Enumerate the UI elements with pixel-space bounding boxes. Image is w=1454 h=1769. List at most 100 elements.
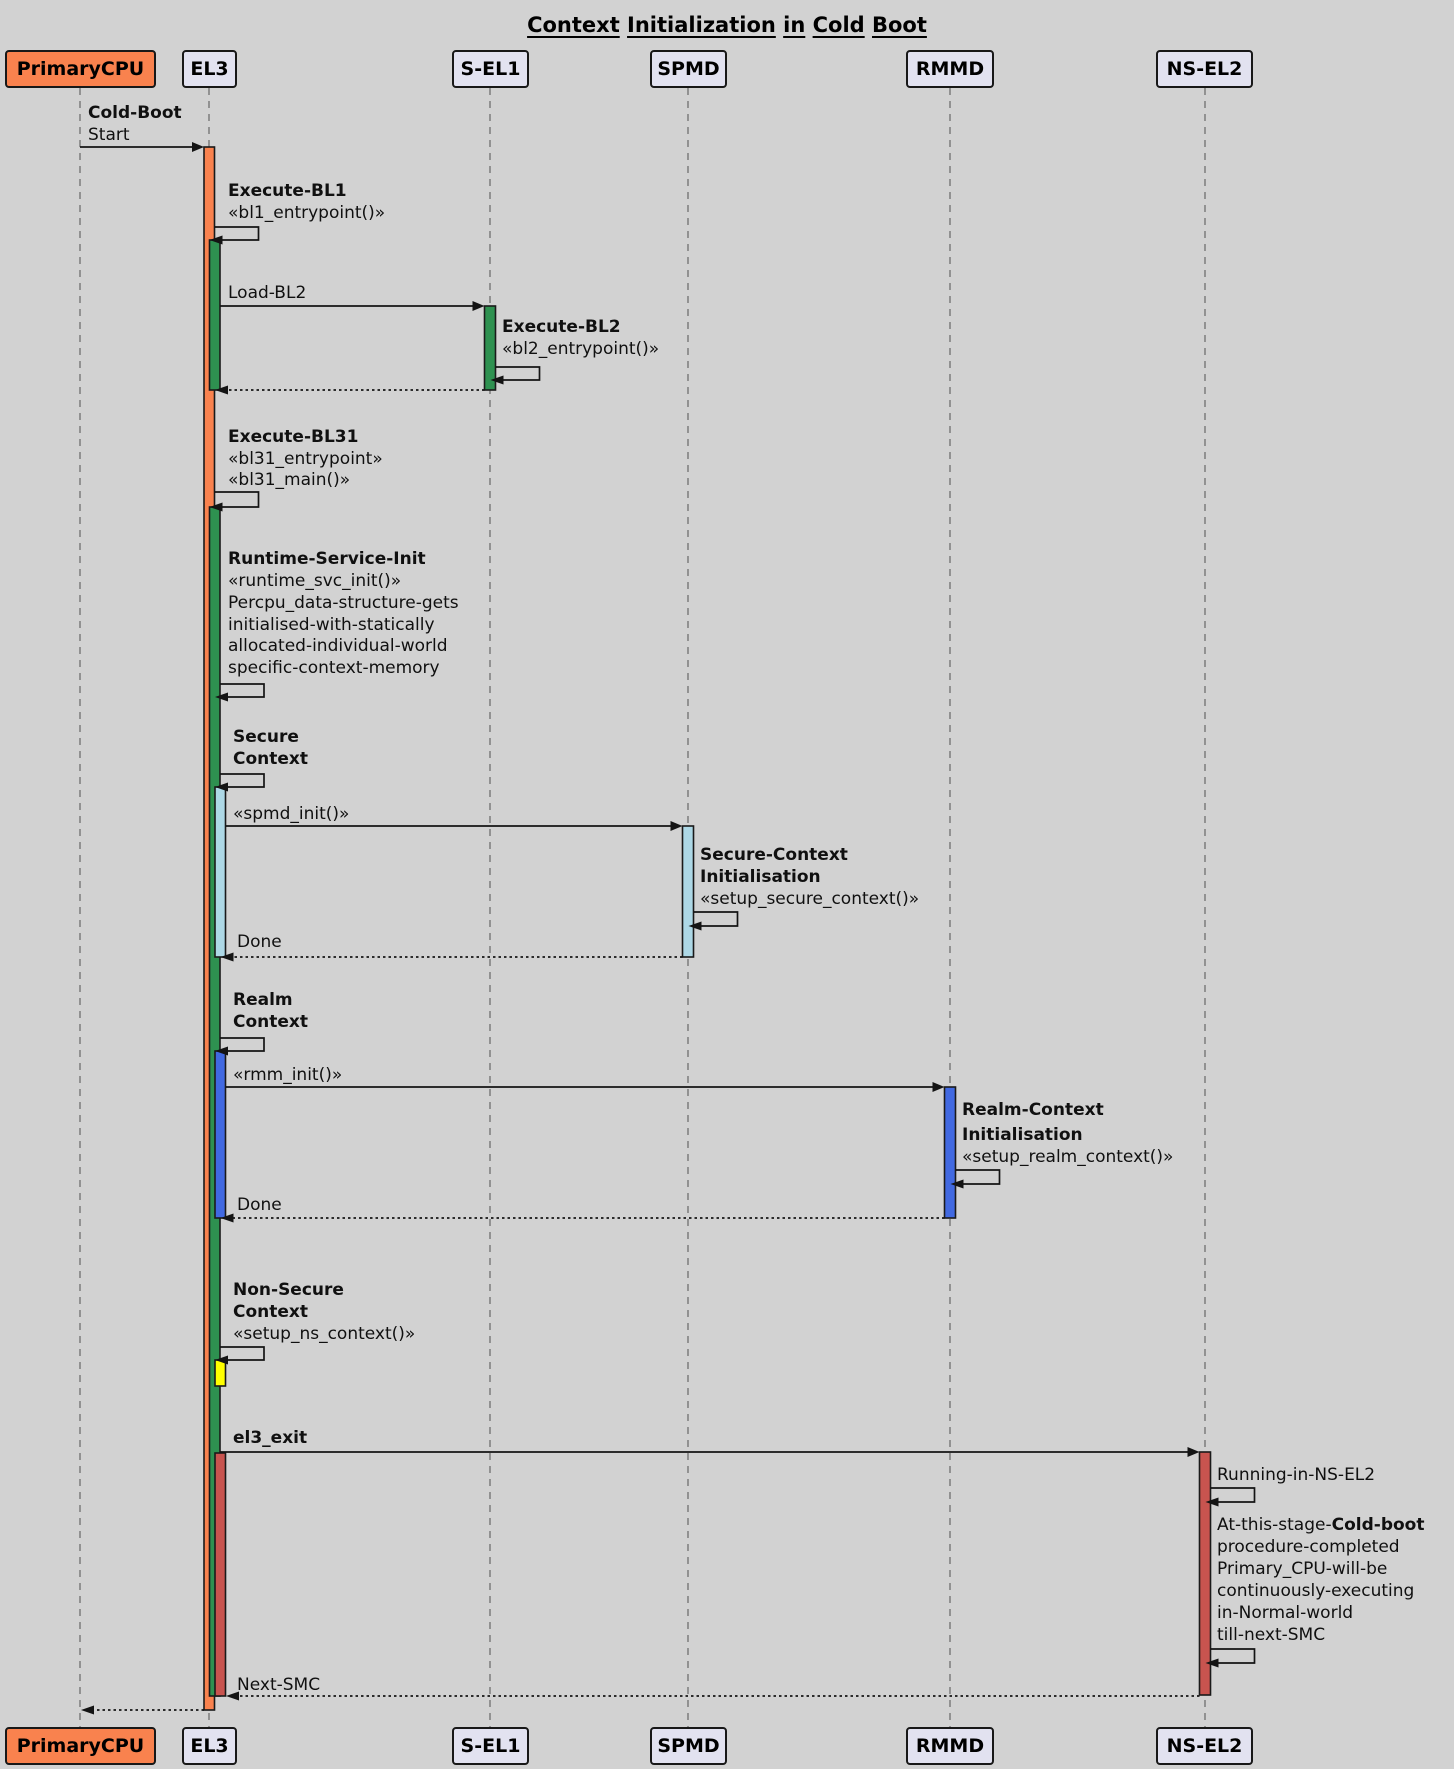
- msg-next-smc: Next-SMC: [237, 1675, 321, 1695]
- arrowhead: [688, 921, 702, 931]
- msg-execute-bl1-line1: Execute-BL1: [228, 181, 347, 201]
- msg-execute-bl1-line2: «bl1_entrypoint()»: [228, 203, 386, 223]
- title-word: Initialization: [627, 13, 776, 37]
- text-run: At-this-stage-: [1217, 1515, 1332, 1535]
- participant-rmmd-bottom: RMMD: [906, 1727, 994, 1765]
- msg-execute-bl2-line2: «bl2_entrypoint()»: [502, 339, 660, 359]
- participant-sel1-bottom: S-EL1: [452, 1727, 529, 1765]
- msg-running-in-ns-el2: Running-in-NS-EL2: [1217, 1465, 1376, 1485]
- arrowhead: [215, 782, 228, 792]
- activation-el3-lightblue: [214, 786, 227, 958]
- msg-secure-context-init-line1: Secure-Context: [700, 845, 848, 865]
- participant-el3-bottom: EL3: [182, 1727, 237, 1765]
- msg-el3-exit: el3_exit: [233, 1428, 308, 1448]
- msg-cold-boot-complete-line1: At-this-stage-Cold-boot: [1217, 1516, 1424, 1535]
- activation-el3-green-1: [208, 239, 221, 391]
- participant-rmmd-top: RMMD: [906, 50, 994, 88]
- diagram-title: Context Initialization in Cold Boot: [0, 13, 1454, 37]
- msg-execute-bl31-line1: Execute-BL31: [228, 427, 359, 447]
- msg-cold-boot-line1: Cold-Boot: [88, 103, 182, 123]
- arrowhead: [220, 952, 234, 962]
- arrowhead: [472, 301, 485, 311]
- activation-el3-red: [214, 1452, 227, 1697]
- msg-secure-context-init-line3: «setup_secure_context()»: [700, 889, 920, 909]
- participant-primarycpu-bottom: PrimaryCPU: [5, 1727, 156, 1765]
- msg-realm-context-init-line3: «setup_realm_context()»: [962, 1147, 1174, 1167]
- msg-runtime-service-init-line4: initialised-with-statically: [228, 615, 435, 635]
- arrowhead: [670, 821, 683, 831]
- arrowhead: [209, 235, 223, 245]
- msg-execute-bl31-line2: «bl31_entrypoint»: [228, 449, 383, 469]
- participant-spmd-top: SPMD: [650, 50, 727, 88]
- msg-cold-boot-complete-line5: in-Normal-world: [1217, 1603, 1354, 1623]
- arrowhead: [215, 692, 228, 702]
- self-arrows: [209, 226, 1256, 1668]
- msg-realm-context-line2: Context: [233, 1012, 309, 1032]
- msg-runtime-service-init-line3: Percpu_data-structure-gets: [228, 593, 459, 613]
- msg-runtime-service-init-line6: specific-context-memory: [228, 658, 440, 678]
- arrowhead: [1205, 1497, 1219, 1507]
- self-arrow-running-ns-el2: [1210, 1487, 1256, 1503]
- msg-realm-context-line1: Realm: [233, 990, 293, 1010]
- arrowhead: [220, 1213, 234, 1223]
- activation-rmmd-blue: [943, 1086, 957, 1219]
- arrowhead: [215, 1355, 228, 1365]
- title-word: Cold: [812, 13, 865, 37]
- activation-el3-blue: [214, 1050, 227, 1219]
- arrowhead: [490, 375, 504, 385]
- participant-sel1-top: S-EL1: [452, 50, 529, 88]
- msg-runtime-service-init-line2: «runtime_svc_init()»: [228, 571, 402, 591]
- msg-non-secure-context-line2: Context: [233, 1302, 309, 1322]
- participant-el3-top: EL3: [182, 50, 237, 88]
- self-arrow-secure-context: [220, 773, 265, 788]
- msg-non-secure-context-line3: «setup_ns_context()»: [233, 1324, 416, 1344]
- msg-cold-boot-line2: Start: [88, 125, 130, 145]
- msg-cold-boot-complete-line2: procedure-completed: [1217, 1537, 1400, 1557]
- activation-sel1-green: [483, 305, 497, 391]
- self-arrow-execute-bl2: [495, 366, 541, 381]
- msg-runtime-service-init-line1: Runtime-Service-Init: [228, 549, 426, 569]
- arrowhead: [226, 1691, 239, 1701]
- return-arrows: [81, 385, 1200, 1715]
- self-arrow-runtime-service-init: [220, 683, 265, 698]
- title-word: Boot: [872, 13, 927, 37]
- self-arrow-setup-secure-context: [693, 911, 739, 927]
- arrowhead: [81, 1705, 94, 1715]
- participant-primarycpu-top: PrimaryCPU: [5, 50, 156, 88]
- msg-realm-context-init-line2: Initialisation: [962, 1125, 1083, 1145]
- participant-spmd-bottom: SPMD: [650, 1727, 727, 1765]
- msg-cold-boot-complete-line6: till-next-SMC: [1217, 1625, 1326, 1645]
- self-arrow-setup-realm-context: [955, 1169, 1001, 1185]
- msg-done-secure: Done: [237, 932, 282, 952]
- msg-done-realm: Done: [237, 1195, 282, 1215]
- activation-spmd-lightblue: [681, 825, 695, 958]
- self-arrow-realm-context: [220, 1037, 265, 1052]
- title-word: Context: [527, 13, 620, 37]
- arrowhead: [192, 142, 204, 152]
- msg-secure-context-line1: Secure: [233, 727, 299, 747]
- arrowhead: [932, 1082, 945, 1092]
- msg-execute-bl31-line3: «bl31_main()»: [228, 470, 351, 490]
- msg-spmd-init: «spmd_init()»: [233, 804, 350, 824]
- arrowhead: [1205, 1658, 1219, 1668]
- msg-rmm-init: «rmm_init()»: [233, 1065, 343, 1085]
- lifelines: [79, 88, 1206, 1727]
- msg-secure-context-line2: Context: [233, 749, 309, 769]
- arrowhead: [1187, 1447, 1200, 1457]
- participant-nsel2-bottom: NS-EL2: [1156, 1727, 1253, 1765]
- msg-runtime-service-init-line5: allocated-individual-world: [228, 636, 448, 656]
- self-arrow-till-next-smc: [1210, 1648, 1256, 1664]
- activation-nsel2-red: [1198, 1451, 1212, 1696]
- msg-secure-context-init-line2: Initialisation: [700, 867, 821, 887]
- arrowhead: [215, 1046, 228, 1056]
- arrowhead: [209, 502, 223, 512]
- activation-bars: [203, 146, 1212, 1711]
- msg-cold-boot-complete-line3: Primary_CPU-will-be: [1217, 1559, 1388, 1579]
- msg-realm-context-init-line1: Realm-Context: [962, 1100, 1104, 1120]
- msg-non-secure-context-line1: Non-Secure: [233, 1280, 344, 1300]
- self-arrow-execute-bl31: [214, 491, 260, 508]
- arrowhead: [215, 385, 228, 395]
- self-arrow-setup-ns-context: [220, 1346, 265, 1361]
